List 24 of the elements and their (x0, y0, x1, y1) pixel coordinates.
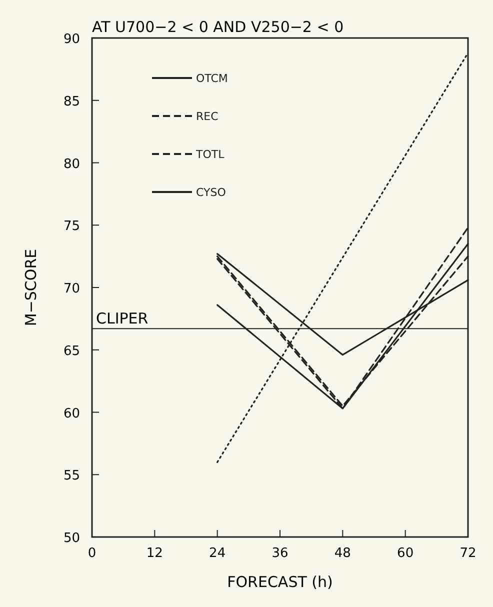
legend-label: OTCM (196, 72, 228, 85)
ref-line-label: CLIPER (96, 310, 148, 328)
y-tick-label: 60 (63, 406, 80, 422)
y-tick-label: 85 (63, 94, 80, 110)
legend-label: TOTL (195, 148, 226, 161)
y-tick-label: 90 (63, 32, 80, 47)
y-tick-label: 75 (63, 219, 80, 234)
x-tick-label: 12 (146, 546, 163, 561)
x-tick-label: 72 (460, 546, 476, 561)
y-tick-label: 65 (63, 344, 80, 359)
y-tick-label: 70 (63, 282, 80, 296)
x-tick-label: 24 (209, 546, 226, 561)
legend-label: CYSO (196, 186, 226, 199)
y-tick-label: 80 (63, 156, 80, 172)
x-tick-label: 60 (397, 546, 414, 561)
legend-label: REC (196, 110, 219, 123)
y-axis-title: M−SCORE (22, 248, 40, 326)
y-tick-label: 50 (63, 531, 80, 546)
x-tick-label: 48 (334, 546, 351, 561)
y-tick-label: 55 (63, 468, 80, 484)
x-axis-title: FORECAST (h) (227, 573, 333, 591)
x-tick-label: 0 (88, 546, 96, 561)
x-tick-label: 36 (272, 546, 288, 561)
chart-title: AT U700−2 < 0 AND V250−2 < 0 (92, 18, 344, 36)
